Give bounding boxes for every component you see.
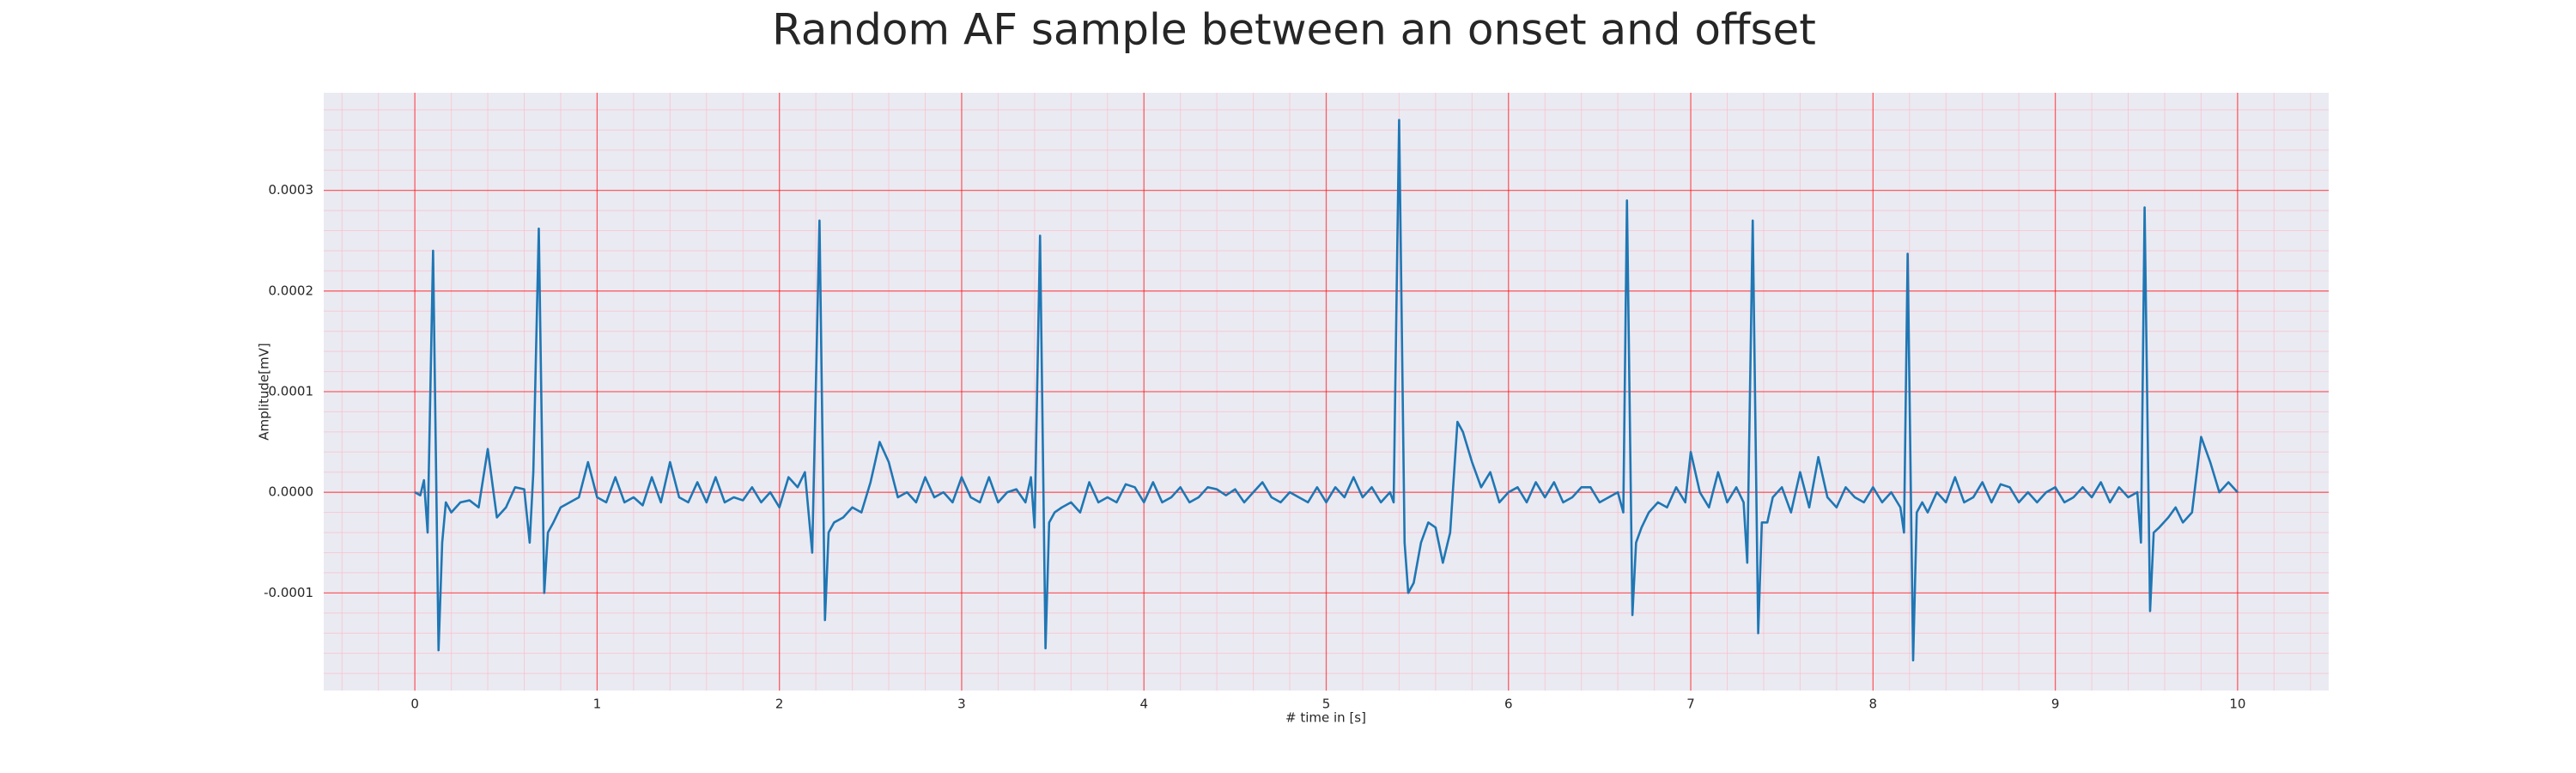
x-tick-label: 8 <box>1869 697 1878 712</box>
x-tick-label: 4 <box>1139 697 1148 712</box>
x-tick-label: 5 <box>1322 697 1331 712</box>
y-tick-label: -0.0001 <box>264 585 313 600</box>
x-tick-label: 0 <box>410 697 419 712</box>
y-tick-label: 0.0001 <box>269 384 314 399</box>
x-tick-label: 3 <box>957 697 966 712</box>
chart-title: Random AF sample between an onset and of… <box>772 5 1816 55</box>
x-tick-label: 1 <box>593 697 602 712</box>
x-tick-label: 10 <box>2229 697 2245 712</box>
x-tick-label: 9 <box>2051 697 2060 712</box>
x-axis-label: # time in [s] <box>1285 710 1366 726</box>
x-tick-label: 7 <box>1686 697 1695 712</box>
y-axis-label: Amplitude[mV] <box>257 343 272 440</box>
x-tick-label: 6 <box>1504 697 1513 712</box>
signal-line <box>414 119 2239 662</box>
y-tick-label: 0.0002 <box>269 283 314 298</box>
y-tick-label: 0.0000 <box>269 484 314 500</box>
x-tick-label: 2 <box>775 697 784 712</box>
y-tick-label: 0.0003 <box>269 182 314 198</box>
